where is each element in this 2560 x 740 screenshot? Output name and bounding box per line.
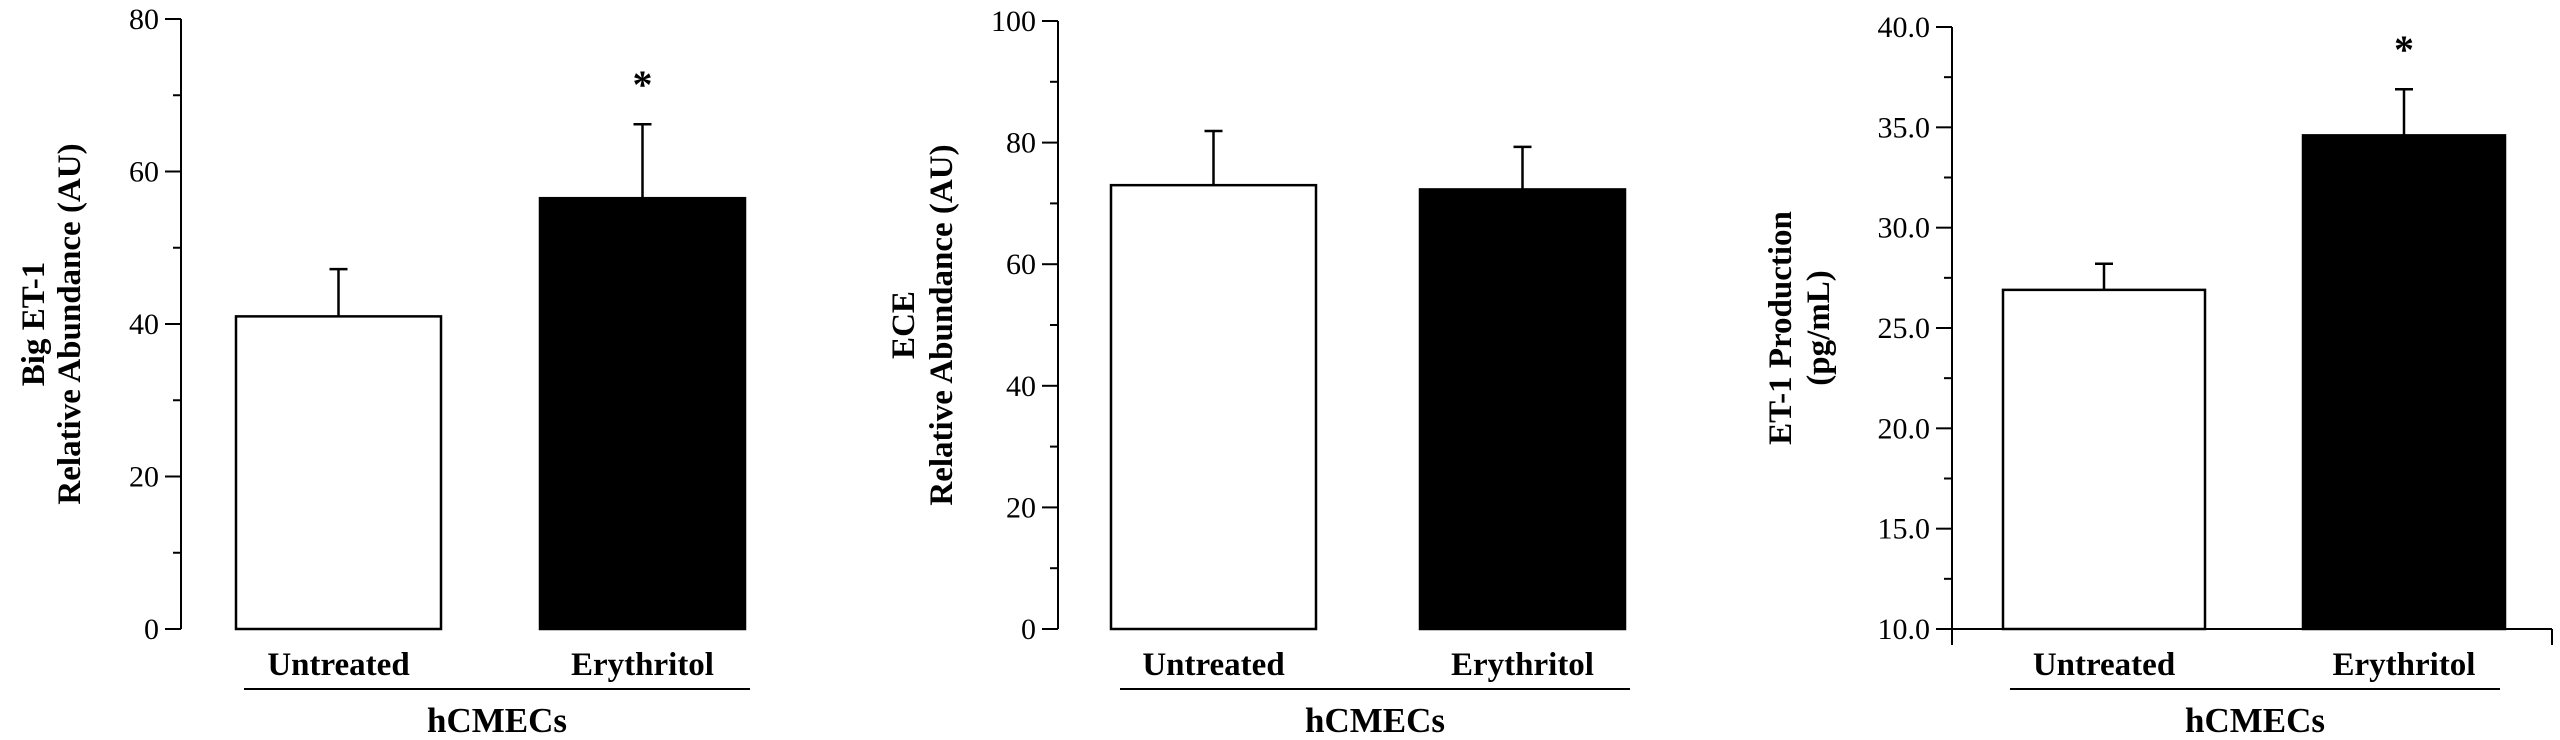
y-tick-label: 25.0: [1878, 312, 1931, 345]
y-tick-label: 20: [1006, 491, 1036, 524]
y-tick-label: 0: [1021, 613, 1036, 646]
significance-marker: *: [2394, 27, 2414, 72]
y-tick-label: 20: [129, 461, 159, 494]
y-axis-title: Relative Abundance (AU): [52, 143, 88, 504]
bar-untreated: [2003, 290, 2205, 629]
y-tick-label: 40: [1006, 370, 1036, 403]
y-tick-label: 0: [144, 613, 159, 646]
y-axis-title: Big ET-1: [16, 262, 52, 386]
chart-panel-3: 10.0 15.0 20.0 25.0 30.0 35.0 40.0 Untreated * Er…: [1763, 11, 2552, 740]
group-label: hCMECs: [1305, 701, 1445, 740]
bar-untreated: [236, 316, 441, 629]
y-tick-label: 10.0: [1878, 613, 1931, 646]
y-tick-label: 40: [129, 308, 159, 341]
category-label: Erythritol: [2333, 647, 2476, 683]
category-label: Untreated: [1142, 647, 1284, 683]
y-tick-label: 15.0: [1878, 513, 1931, 546]
category-label: Erythritol: [1451, 647, 1594, 683]
y-tick-label: 20.0: [1878, 412, 1931, 445]
category-label: Erythritol: [571, 647, 714, 683]
bar-untreated: [1111, 185, 1316, 629]
y-tick-label: 60: [1006, 248, 1036, 281]
y-tick-label: 80: [1006, 127, 1036, 160]
bar-erythritol: [540, 198, 745, 629]
group-label: hCMECs: [2185, 701, 2325, 740]
y-axis-title: (pg/mL): [1801, 270, 1837, 386]
y-tick-label: 35.0: [1878, 111, 1931, 144]
y-axis-title: ET-1 Production: [1763, 211, 1799, 445]
bar-erythritol: [1420, 189, 1625, 629]
y-axis-title: ECE: [886, 291, 922, 359]
y-axis-title: Relative Abundance (AU): [924, 144, 960, 505]
y-tick-label: 30.0: [1878, 212, 1931, 245]
bar-erythritol: [2303, 135, 2505, 629]
y-tick-label: 100: [991, 5, 1036, 38]
category-label: Untreated: [2033, 647, 2175, 683]
group-label: hCMECs: [427, 701, 567, 740]
y-tick-label: 60: [129, 156, 159, 189]
significance-marker: *: [633, 62, 653, 107]
y-tick-label: 80: [129, 3, 159, 36]
y-tick-label: 40.0: [1878, 11, 1931, 44]
category-label: Untreated: [267, 647, 409, 683]
x-axis-bracket: [1952, 629, 2552, 645]
